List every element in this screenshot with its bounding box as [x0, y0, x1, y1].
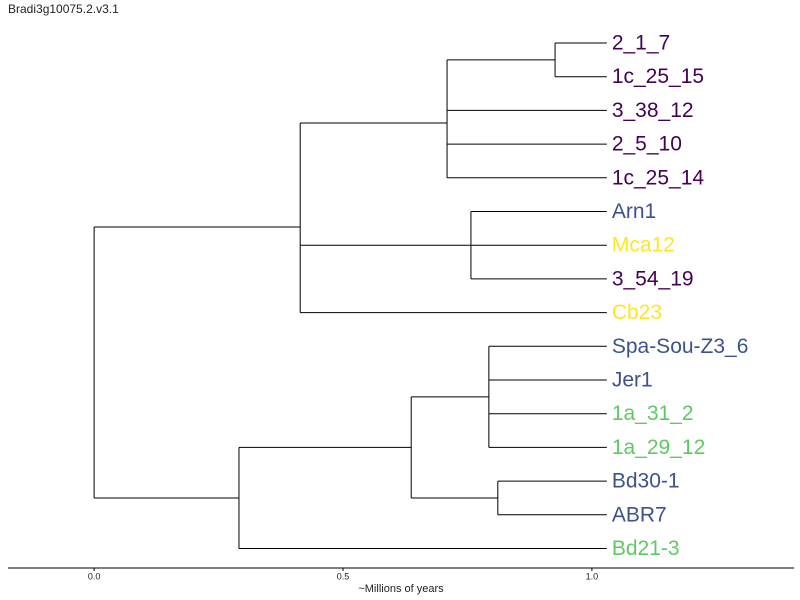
- leaf-label: 3_38_12: [612, 99, 694, 122]
- leaf-label: ABR7: [612, 503, 667, 526]
- leaf-label: 2_1_7: [612, 32, 670, 55]
- x-tick-label: 0.5: [337, 571, 350, 581]
- leaf-label: Jer1: [612, 369, 653, 392]
- leaf-label: 2_5_10: [612, 133, 682, 156]
- leaf-label: Spa-Sou-Z3_6: [612, 335, 749, 358]
- leaf-label: 1a_31_2: [612, 402, 694, 425]
- leaf-label: Mca12: [612, 234, 675, 257]
- leaf-label: Arn1: [612, 200, 656, 223]
- leaf-label: Bd21-3: [612, 537, 680, 560]
- leaf-label: 1c_25_15: [612, 65, 704, 88]
- leaf-label: 3_54_19: [612, 267, 694, 290]
- leaf-label: Bd30-1: [612, 470, 680, 493]
- leaf-label: Cb23: [612, 301, 662, 324]
- leaf-label: 1a_29_12: [612, 436, 705, 459]
- chart-title: Bradi3g10075.2.v3.1: [8, 2, 119, 16]
- leaf-label: 1c_25_14: [612, 166, 705, 189]
- x-tick-label: 0.0: [88, 571, 101, 581]
- x-axis-label: ~Millions of years: [358, 583, 444, 595]
- x-tick-label: 1.0: [586, 571, 599, 581]
